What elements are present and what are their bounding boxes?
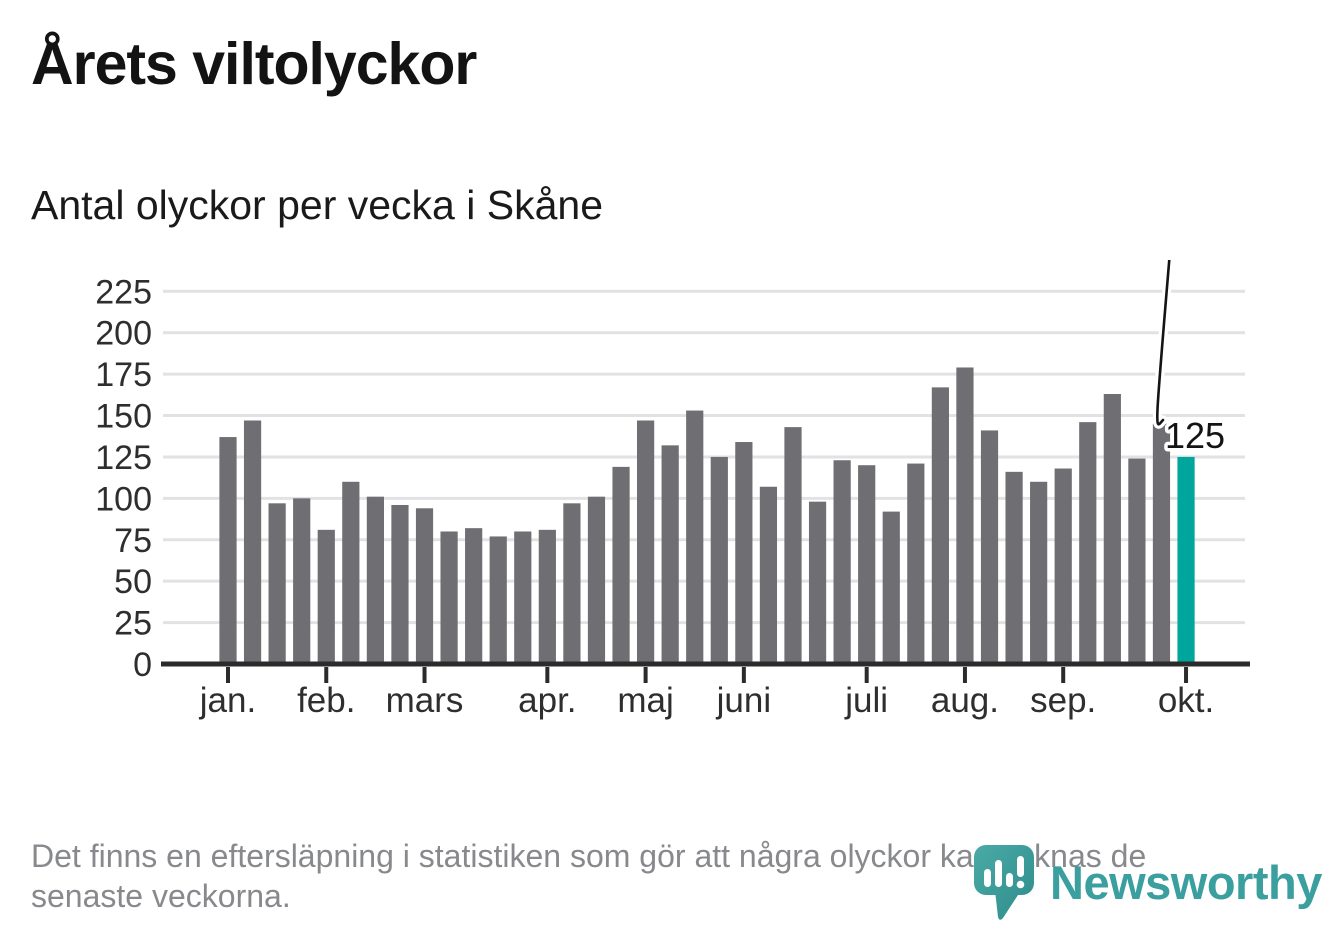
bar-week-18 <box>637 420 655 664</box>
x-axis-label-apr.: apr. <box>518 681 576 720</box>
bar-week-17 <box>612 466 630 664</box>
bar-week-13 <box>514 531 532 664</box>
mini-bar-3 <box>1006 873 1013 887</box>
y-axis-label-0: 0 <box>133 646 152 684</box>
bar-week-32 <box>980 430 999 664</box>
annotation-leader-line <box>1156 260 1171 426</box>
bar-week-25 <box>808 501 827 664</box>
bar-week-29 <box>907 463 925 664</box>
bar-week-16 <box>587 496 606 664</box>
bar-week-26 <box>833 460 851 664</box>
bar-week-2 <box>243 420 262 664</box>
bar-week-22 <box>735 442 753 664</box>
bar-week-11 <box>465 528 483 664</box>
bar-week-30 <box>931 387 949 664</box>
mini-bar-1 <box>984 869 991 887</box>
bar-week-34 <box>1030 481 1048 664</box>
x-axis-label-feb.: feb. <box>297 681 355 720</box>
bar-week-9 <box>415 508 434 664</box>
highlight-value-label: 125 <box>1165 415 1225 456</box>
bar-week-33 <box>1005 471 1023 664</box>
y-axis-label-25: 25 <box>114 605 152 643</box>
bar-week-38 <box>1128 458 1146 664</box>
bar-week-15 <box>563 503 581 664</box>
bar-week-19 <box>661 445 679 664</box>
newsworthy-wordmark: Newsworthy <box>1050 855 1322 909</box>
bar-week-4 <box>293 498 311 664</box>
bar-week-5 <box>317 529 335 664</box>
bar-week-3 <box>268 503 286 664</box>
exclamation-dot <box>1016 880 1025 889</box>
bar-week-36 <box>1079 422 1097 664</box>
x-axis-label-sep.: sep. <box>1030 681 1096 720</box>
newsworthy-logo: Newsworthy <box>972 843 1322 921</box>
mini-bar-2 <box>995 860 1002 887</box>
y-axis-label-150: 150 <box>95 398 152 436</box>
bar-week-28 <box>882 511 900 664</box>
x-axis-label-juli: juli <box>844 681 888 720</box>
bar-week-10 <box>440 531 458 664</box>
y-axis-label-50: 50 <box>114 563 152 601</box>
y-axis-label-225: 225 <box>95 273 152 311</box>
x-axis-label-juni: juni <box>716 681 771 720</box>
newsworthy-icon <box>974 845 1034 920</box>
bar-week-27 <box>858 465 876 664</box>
x-axis-label-okt.: okt. <box>1158 681 1214 720</box>
bar-week-40 <box>1177 456 1195 664</box>
bar-week-6 <box>342 481 360 664</box>
chart-title: Årets viltolyckor <box>31 31 477 97</box>
bar-week-31 <box>956 367 974 664</box>
bar-week-35 <box>1054 468 1072 664</box>
bar-week-20 <box>686 410 704 664</box>
bar-week-24 <box>784 427 802 664</box>
y-axis-label-100: 100 <box>95 480 152 518</box>
exclamation-bar <box>1017 856 1024 877</box>
chart-subtitle: Antal olyckor per vecka i Skåne <box>31 182 603 228</box>
y-axis-label-175: 175 <box>95 356 152 394</box>
x-axis-label-maj: maj <box>617 681 673 720</box>
bar-week-14 <box>538 529 556 664</box>
bar-week-21 <box>710 456 728 664</box>
footnote: Det finns en eftersläpning i statistiken… <box>31 838 1147 915</box>
y-axis-label-75: 75 <box>114 522 152 560</box>
bar-week-7 <box>366 496 384 664</box>
bar-week-23 <box>759 486 778 664</box>
bar-week-39 <box>1152 423 1171 664</box>
bar-week-1 <box>219 437 237 664</box>
bar-week-37 <box>1103 393 1121 664</box>
x-axis-label-mars: mars <box>386 681 464 720</box>
x-axis-label-jan.: jan. <box>199 681 256 720</box>
x-axis-label-aug.: aug. <box>931 681 999 720</box>
bar-week-8 <box>391 504 409 664</box>
y-axis-label-200: 200 <box>95 315 152 353</box>
y-axis-label-125: 125 <box>95 439 152 477</box>
speech-bubble-shape <box>974 845 1034 920</box>
bar-week-12 <box>489 536 507 664</box>
